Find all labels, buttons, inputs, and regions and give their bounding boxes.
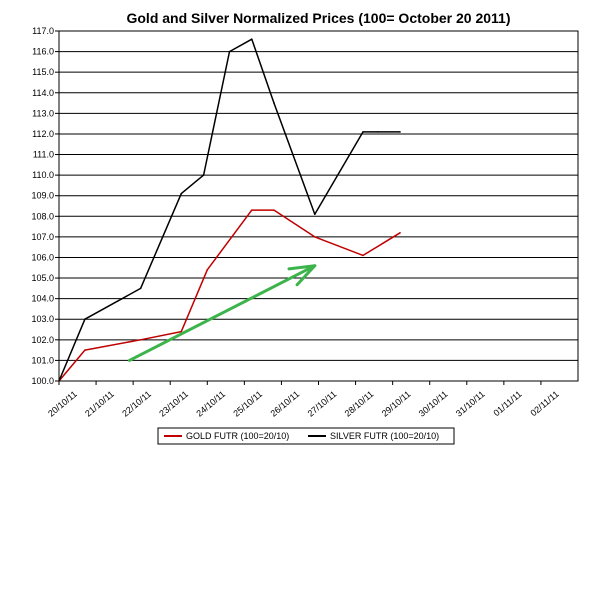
- y-tick-label: 112.0: [32, 129, 54, 139]
- data-point: [250, 38, 253, 41]
- x-tick-label: 24/10/11: [194, 389, 227, 419]
- series-line-silver: [58, 38, 401, 382]
- plot-area-frame: [58, 30, 579, 382]
- y-tick-label: 102.0: [31, 335, 54, 345]
- x-tick-label: 30/10/11: [417, 389, 450, 419]
- y-tick-label: 103.0: [31, 314, 54, 324]
- y-tick-label: 105.0: [31, 273, 54, 283]
- y-tick-label: 107.0: [31, 232, 54, 242]
- data-point: [399, 131, 401, 133]
- y-tick-label: 114.0: [32, 88, 54, 98]
- data-point: [273, 209, 275, 211]
- y-axis-ticks: 100.0 101.0 102.0 103.0 104.0 105.0 106.0 107.0…: [31, 26, 59, 386]
- legend-box: [157, 427, 455, 445]
- data-point: [139, 287, 142, 290]
- data-point: [399, 231, 401, 234]
- x-tick-label: 26/10/11: [268, 389, 301, 419]
- data-point: [250, 209, 253, 211]
- y-tick-label: 106.0: [31, 252, 54, 262]
- x-tick-label: 02/11/11: [529, 389, 561, 418]
- x-tick-label: 27/10/11: [306, 389, 339, 419]
- data-point: [228, 50, 231, 53]
- data-point: [180, 192, 183, 195]
- y-tick-label: 108.0: [31, 211, 54, 221]
- y-tick-label: 101.0: [31, 355, 54, 365]
- y-tick-label: 116.0: [32, 47, 54, 57]
- data-point: [377, 131, 379, 133]
- trend-arrow: [127, 264, 317, 362]
- data-point: [362, 254, 364, 257]
- x-tick-label: 21/10/11: [83, 389, 116, 419]
- y-tick-label: 111.0: [33, 150, 54, 160]
- y-tick-label: 113.0: [32, 108, 54, 118]
- legend-label: GOLD FUTR (100=20/10): [186, 431, 289, 441]
- data-point: [202, 174, 205, 176]
- x-tick-label: 29/10/11: [380, 389, 413, 419]
- legend-label: SILVER FUTR (100=20/10): [330, 431, 439, 441]
- data-point: [58, 380, 60, 382]
- y-tick-label: 117.0: [32, 26, 54, 36]
- data-point: [180, 330, 183, 333]
- gridlines: [59, 30, 578, 382]
- chart-title: Gold and Silver Normalized Prices (100= …: [126, 10, 510, 26]
- legend: GOLD FUTR (100=20/10) SILVER FUTR (100=20…: [157, 427, 455, 445]
- y-tick-label: 104.0: [31, 294, 54, 304]
- data-point: [313, 236, 316, 238]
- x-tick-label: 25/10/11: [231, 389, 264, 419]
- data-point: [139, 339, 142, 341]
- data-point: [362, 131, 364, 133]
- series-line-gold: [58, 209, 401, 382]
- series-layer: [58, 38, 401, 382]
- y-tick-label: 109.0: [31, 191, 54, 201]
- y-tick-label: 115.0: [32, 67, 54, 77]
- x-tick-label: 28/10/11: [343, 389, 376, 419]
- y-tick-label: 110.0: [32, 170, 54, 180]
- x-axis-ticks: 20/10/11 21/10/11 22/10/11 23/10/11 24/10/11…: [46, 381, 561, 419]
- annotation-layer: [127, 264, 317, 362]
- data-point: [84, 349, 86, 351]
- x-tick-label: 31/10/11: [454, 389, 487, 419]
- trend-arrow-head: [287, 264, 317, 287]
- data-point: [84, 318, 86, 321]
- data-point: [273, 102, 275, 104]
- x-tick-label: 20/10/11: [46, 389, 79, 419]
- x-tick-label: 23/10/11: [157, 389, 190, 419]
- x-tick-label: 22/10/11: [120, 389, 153, 419]
- y-tick-label: 100.0: [31, 376, 54, 386]
- data-point: [313, 213, 316, 216]
- x-tick-label: 01/11/11: [491, 389, 523, 418]
- data-point: [206, 269, 209, 271]
